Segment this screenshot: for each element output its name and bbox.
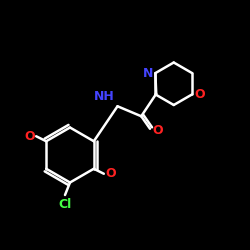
- Text: O: O: [152, 124, 163, 136]
- Text: O: O: [24, 130, 35, 143]
- Text: NH: NH: [94, 90, 115, 102]
- Text: N: N: [142, 66, 153, 80]
- Text: O: O: [105, 167, 116, 180]
- Text: O: O: [195, 88, 205, 101]
- Text: Cl: Cl: [58, 198, 72, 210]
